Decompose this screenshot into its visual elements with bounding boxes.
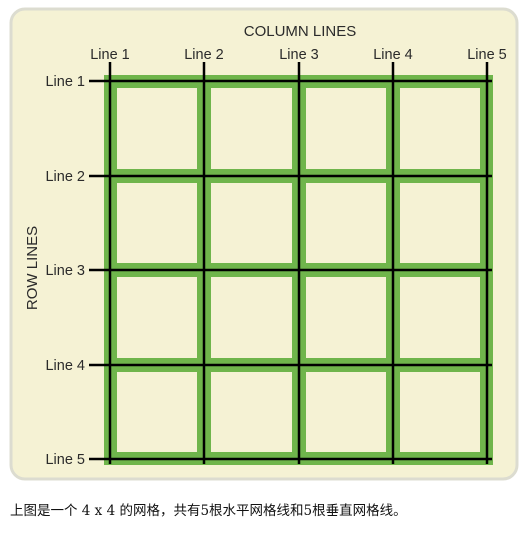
grid-cell [117, 277, 197, 358]
grid-cell [211, 183, 292, 263]
caption-text: 上图是一个 4 x 4 的网格，共有5根水平网格线和5根垂直网格线。 [10, 503, 407, 519]
row-line-label: Line 4 [45, 358, 85, 374]
grid-cell [306, 88, 386, 169]
grid-cell [117, 88, 197, 169]
grid-cell [211, 88, 292, 169]
row-lines-title: ROW LINES [24, 226, 41, 310]
row-line-label: Line 2 [45, 169, 85, 185]
grid-cell [400, 183, 480, 263]
grid-cell [117, 183, 197, 263]
grid-cell [400, 372, 480, 452]
grid-cell [306, 277, 386, 358]
grid-cell [306, 183, 386, 263]
column-line-label: Line 2 [184, 47, 224, 63]
column-lines-title: COLUMN LINES [244, 23, 357, 40]
column-line-label: Line 5 [467, 47, 507, 63]
grid-cell [211, 277, 292, 358]
grid-cell [117, 372, 197, 452]
column-line-label: Line 4 [373, 47, 413, 63]
grid-lines [89, 62, 492, 464]
column-line-label: Line 3 [279, 47, 319, 63]
row-line-label: Line 1 [45, 74, 85, 90]
line-labels: Line 1 Line 2 Line 3 Line 4 Line 5 Line 1 Line… [45, 47, 506, 468]
grid-cell [400, 88, 480, 169]
grid-cell [306, 372, 386, 452]
row-line-label: Line 3 [45, 263, 85, 279]
grid-cell [400, 277, 480, 358]
row-line-label: Line 5 [45, 452, 85, 468]
column-line-label: Line 1 [90, 47, 130, 63]
grid-cell [211, 372, 292, 452]
grid-diagram: COLUMN LINES ROW LINES Line 1 Line 2 Line … [9, 7, 519, 481]
